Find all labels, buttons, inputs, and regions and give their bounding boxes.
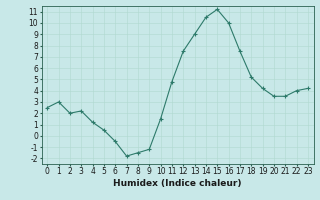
X-axis label: Humidex (Indice chaleur): Humidex (Indice chaleur): [113, 179, 242, 188]
